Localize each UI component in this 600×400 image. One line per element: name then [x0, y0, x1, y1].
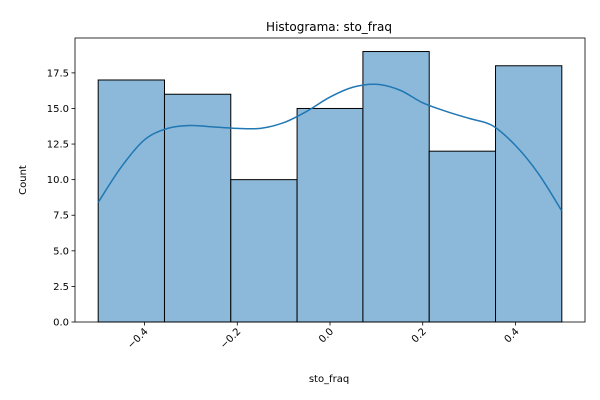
x-tick-label: −0.2 [218, 326, 243, 351]
x-tick-label: −0.4 [126, 326, 151, 351]
chart-title: Histograma: sto_fraq [266, 20, 392, 34]
y-tick-label: 10.0 [47, 175, 69, 186]
y-tick-label: 7.5 [53, 211, 69, 222]
y-axis-ticks: 0.0 2.5 5.0 7.5 10.0 12.5 15.0 17.5 [47, 68, 75, 329]
x-axis-title: sto_fraq [309, 374, 349, 385]
x-axis-ticks: −0.4 −0.2 0.0 0.2 0.4 [126, 322, 522, 351]
histogram-bar [296, 107, 364, 323]
x-tick-label: 0.0 [317, 326, 336, 345]
bars-layer [97, 51, 563, 323]
histogram-bar [428, 150, 497, 323]
histogram-bar [362, 51, 430, 323]
y-axis-title: Count [18, 165, 29, 195]
x-tick-label: 0.4 [503, 326, 522, 345]
y-tick-label: 12.5 [47, 140, 69, 151]
y-tick-label: 15.0 [47, 104, 69, 115]
kde-curve [97, 83, 563, 212]
histogram-bar [97, 79, 165, 323]
histogram-bar [230, 179, 298, 323]
histogram-bar [163, 93, 232, 323]
y-tick-label: 0.0 [53, 318, 69, 329]
y-tick-label: 2.5 [53, 282, 69, 293]
y-tick-label: 5.0 [53, 246, 69, 257]
x-tick-label: 0.2 [410, 326, 429, 345]
y-tick-label: 17.5 [47, 68, 69, 79]
